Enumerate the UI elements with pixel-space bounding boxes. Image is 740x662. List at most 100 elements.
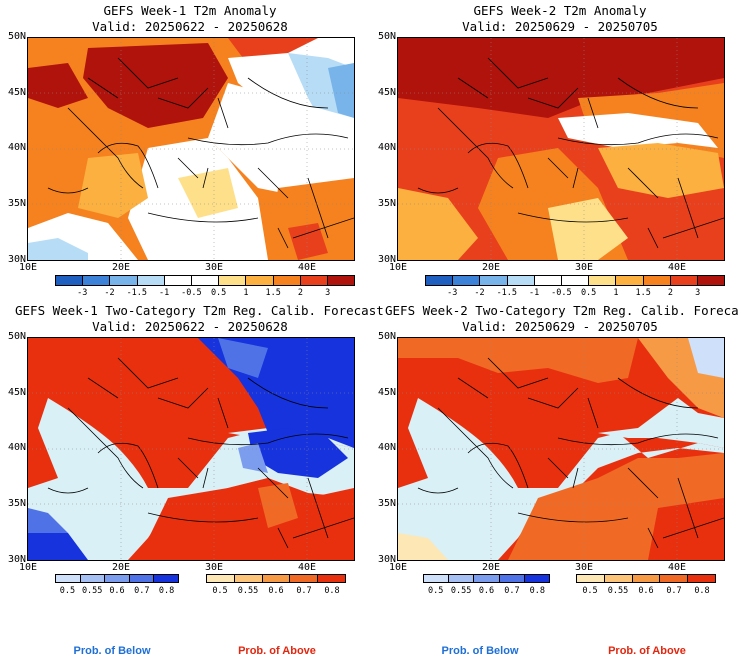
panel3-below-colorbar — [55, 574, 179, 583]
colorbar-swatch — [448, 575, 474, 582]
colorbar-tick-label: 0.5 — [210, 288, 227, 298]
panel4-lon-10e: 10E — [388, 562, 408, 573]
panel1-lat-35n: 35N — [7, 198, 26, 209]
colorbar-swatch — [523, 575, 550, 582]
colorbar-swatch — [79, 575, 105, 582]
colorbar-swatch — [533, 276, 561, 285]
colorbar-tick-label: -2 — [104, 288, 115, 298]
colorbar-swatch — [190, 276, 219, 285]
colorbar-tick-label: 1.5 — [265, 288, 281, 298]
panel1-title: GEFS Week-1 T2m Anomaly Valid: 20250622 … — [25, 3, 355, 35]
panel4-above-colorbar — [576, 574, 716, 583]
colorbar-tick-label: -1 — [158, 288, 170, 298]
colorbar-tick-label: -0.5 — [551, 288, 572, 298]
panel1-map-svg — [28, 38, 354, 260]
colorbar-tick-label: 0.8 — [529, 586, 545, 596]
colorbar-tick-label: -3 — [77, 288, 88, 298]
coastline-lines — [47, 57, 354, 249]
colorbar-swatch — [136, 276, 164, 285]
colorbar-tick-label: 0.7 — [666, 586, 682, 596]
panel2-lat-30n: 30N — [377, 254, 396, 265]
panel3-lon-10e: 10E — [18, 562, 38, 573]
colorbar-swatch — [56, 276, 83, 285]
panel1-lon-30e: 30E — [204, 262, 224, 273]
panel4-lon-20e: 20E — [481, 562, 501, 573]
panel2-lon-20e: 20E — [481, 262, 501, 273]
panel1-lon-20e: 20E — [111, 262, 131, 273]
panel4-lon-30e: 30E — [574, 562, 594, 573]
colorbar-tick-label: 2 — [667, 288, 674, 298]
colorbar-swatch — [163, 276, 191, 285]
colorbar-swatch — [631, 575, 660, 582]
colorbar-swatch — [128, 575, 154, 582]
colorbar-swatch — [669, 276, 697, 285]
colorbar-swatch — [577, 575, 604, 582]
colorbar-tick-label: 0.6 — [478, 586, 495, 596]
colorbar-swatch — [233, 575, 262, 582]
colorbar-tick-label: 1 — [243, 288, 249, 298]
panel2-title-line2: Valid: 20250629 - 20250705 — [462, 19, 658, 34]
colorbar-tick-label: 0.8 — [158, 586, 175, 596]
panel4-lat-30n: 30N — [377, 554, 396, 565]
grid-lines — [398, 338, 724, 560]
panel4-prob-below-label: Prob. of Below — [441, 645, 519, 657]
grid-lines — [398, 38, 724, 260]
panel3-lon-30e: 30E — [204, 562, 224, 573]
colorbar-swatch — [109, 276, 137, 285]
coastline-lines — [47, 357, 354, 549]
colorbar-swatch — [603, 575, 632, 582]
grid-lines — [28, 338, 354, 560]
colorbar-tick-label: 0.5 — [59, 586, 76, 596]
colorbar-swatch — [479, 276, 507, 285]
colorbar-tick-label: 0.55 — [81, 586, 103, 596]
colorbar-swatch — [245, 276, 273, 285]
colorbar-swatch — [272, 276, 300, 285]
colorbar-swatch — [104, 575, 129, 582]
colorbar-swatch — [207, 575, 234, 582]
panel4-lat-40n: 40N — [377, 442, 396, 453]
colorbar-tick-label: 0.5 — [580, 288, 597, 298]
panel1-lat-30n: 30N — [7, 254, 26, 265]
colorbar-swatch — [299, 276, 327, 285]
panel1-lat-45n: 45N — [7, 87, 26, 98]
colorbar-tick-label: 1 — [613, 288, 619, 298]
colorbar-swatch — [261, 575, 290, 582]
panel2-anomaly-colorbar — [425, 275, 725, 286]
panel2-lon-10e: 10E — [388, 262, 408, 273]
panel4-below-colorbar — [423, 574, 550, 583]
colorbar-swatch — [326, 276, 355, 285]
colorbar-swatch — [642, 276, 670, 285]
colorbar-tick-label: 0.6 — [109, 586, 125, 596]
panel4-lat-45n: 45N — [377, 387, 396, 398]
colorbar-tick-label: -3 — [447, 288, 458, 298]
panel4-title-line1: GEFS Week-2 Two-Category T2m Reg. Calib.… — [385, 303, 740, 318]
colorbar-tick-label: 3 — [695, 288, 701, 298]
panel4-probability-map — [397, 337, 725, 561]
colorbar-swatch — [498, 575, 524, 582]
panel3-above-colorbar — [206, 574, 346, 583]
colorbar-tick-label: 0.5 — [582, 586, 598, 596]
panel2-lon-40e: 40E — [667, 262, 687, 273]
panel1-lat-40n: 40N — [7, 142, 26, 153]
panel3-title-line2: Valid: 20250622 - 20250628 — [92, 319, 288, 334]
panel3-title-line1: GEFS Week-1 Two-Category T2m Reg. Calib.… — [15, 303, 384, 318]
panel2-lat-45n: 45N — [377, 87, 396, 98]
panel1-lat-50n: 50N — [7, 31, 26, 42]
panel2-lon-30e: 30E — [574, 262, 594, 273]
colorbar-swatch — [452, 276, 480, 285]
colorbar-tick-label: 3 — [325, 288, 331, 298]
colorbar-swatch — [696, 276, 725, 285]
colorbar-tick-label: 0.8 — [694, 586, 710, 596]
colorbar-swatch — [426, 276, 453, 285]
panel2-title: GEFS Week-2 T2m Anomaly Valid: 20250629 … — [395, 3, 725, 35]
colorbar-tick-label: 0.8 — [324, 586, 340, 596]
colorbar-swatch — [659, 575, 688, 582]
colorbar-swatch — [506, 276, 534, 285]
panel3-prob-below-label: Prob. of Below — [73, 645, 151, 657]
coastline-lines — [417, 357, 724, 549]
panel2-anomaly-map — [397, 37, 725, 261]
panel4-prob-above-label: Prob. of Above — [608, 645, 686, 657]
panel3-lon-40e: 40E — [297, 562, 317, 573]
colorbar-tick-label: 0.7 — [134, 586, 150, 596]
colorbar-swatch — [153, 575, 178, 582]
